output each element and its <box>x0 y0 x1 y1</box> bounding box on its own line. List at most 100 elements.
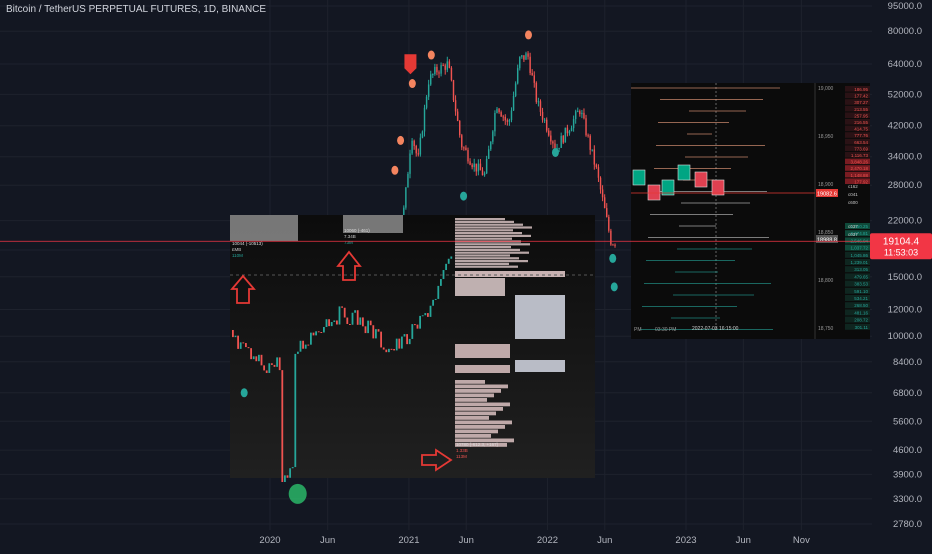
dom-bid-cell <box>845 237 870 244</box>
candle-body <box>419 137 422 155</box>
volume-profile-bar <box>455 443 507 447</box>
dom-bid-cell <box>845 273 870 280</box>
inset-candle <box>320 332 323 334</box>
candle-body <box>479 163 482 171</box>
inset-candle <box>307 344 310 346</box>
inset-y-tick: 18,800 <box>818 278 834 284</box>
inset-candle <box>362 317 364 327</box>
inset-candle <box>421 315 424 317</box>
inset-candle <box>419 315 421 329</box>
candle-body <box>543 119 546 121</box>
dom-ask-value: 216.55 <box>854 120 868 125</box>
dom-ask-cell <box>845 132 870 138</box>
inset-candle <box>315 331 317 336</box>
dom-ask-cell <box>845 138 870 145</box>
volume-profile-bar <box>455 425 505 429</box>
inset-candle <box>677 164 691 181</box>
inset-right-bg <box>631 83 870 339</box>
y-tick-label: 22000.0 <box>888 216 922 227</box>
x-tick-label: 2020 <box>259 535 280 546</box>
candle-body <box>599 177 602 190</box>
volume-profile-bar <box>455 389 501 393</box>
inset-candle <box>260 354 263 366</box>
sell-signal-marker <box>408 79 416 89</box>
dom-side-label: ᴄ037 <box>848 224 858 229</box>
candle-body <box>442 65 444 67</box>
candle-body <box>421 131 424 138</box>
volume-profile-bar <box>455 234 531 237</box>
dom-bid-cell <box>845 266 870 273</box>
dom-bid-cell <box>845 287 870 294</box>
dom-bid-cell <box>845 295 870 301</box>
dom-bid-cell <box>845 230 870 237</box>
candle-body <box>444 65 446 70</box>
inset-candle <box>341 306 343 308</box>
inset-candle <box>346 317 349 324</box>
dom-ask-cell <box>845 105 870 112</box>
volume-profile-bar <box>455 257 519 260</box>
dom-ask-value: 1,148.88 <box>850 173 868 178</box>
candle-body <box>550 135 552 142</box>
candle-body <box>506 120 509 122</box>
inset-candle <box>367 320 369 334</box>
x-tick-label: Jun <box>736 535 751 546</box>
inset-price-marker-low: 18988.8 <box>817 238 837 244</box>
inset-candle <box>661 179 675 196</box>
dom-ask-cell <box>845 99 870 105</box>
dom-side-label: ᴄ041 <box>848 192 858 197</box>
dom-bid-cell <box>845 280 870 287</box>
candle-body <box>500 112 502 117</box>
candle-body <box>562 135 564 143</box>
candle-body <box>589 135 591 150</box>
candle-body <box>574 111 577 120</box>
volume-profile-block <box>515 295 565 339</box>
volume-profile-block <box>515 360 565 372</box>
candle-body <box>593 149 596 165</box>
inset-candle <box>393 349 395 351</box>
candle-body <box>554 143 556 149</box>
candle-body <box>566 127 569 134</box>
dom-bid-value: 1,239.01 <box>850 260 868 265</box>
volume-profile-bar <box>455 262 509 265</box>
candle-body <box>545 119 548 131</box>
dom-ask-cell <box>845 92 870 99</box>
y-tick-label: 80000.0 <box>888 26 922 37</box>
bar-countdown-label: 11:53:03 <box>884 247 918 257</box>
y-tick-label: 64000.0 <box>888 59 922 70</box>
dom-bid-cell <box>845 251 870 258</box>
candle-body <box>504 116 506 121</box>
y-tick-label: 10000.0 <box>888 331 922 342</box>
y-tick-label: 2780.0 <box>893 519 922 530</box>
inset-candle <box>234 335 237 338</box>
candle-body <box>560 135 562 148</box>
volume-profile-bar <box>455 223 523 226</box>
inset-candle <box>245 343 247 348</box>
candle-body <box>492 131 494 142</box>
candle-body <box>519 56 521 69</box>
candle-body <box>456 111 459 121</box>
inset-candle <box>299 340 302 352</box>
volume-profile-bar <box>455 398 487 402</box>
inset-candle <box>284 475 286 483</box>
y-tick-label: 42000.0 <box>888 121 922 132</box>
candle-body <box>407 173 409 188</box>
volume-profile-block <box>455 271 565 277</box>
candle-body <box>601 189 604 198</box>
volume-profile-bar <box>455 384 508 389</box>
volume-profile-bar <box>455 380 485 384</box>
inset-candle <box>442 270 445 280</box>
inset-candle <box>336 320 338 325</box>
y-tick-label: 3300.0 <box>893 494 922 505</box>
inset-label: 7.34B <box>344 234 356 239</box>
dom-bid-value: 208.72 <box>854 318 868 323</box>
dom-ask-cell <box>845 112 870 118</box>
candle-body <box>477 163 480 172</box>
candle-body <box>581 112 583 115</box>
inset-candle <box>343 307 346 318</box>
candle-body <box>577 111 579 113</box>
inset-candle <box>359 317 362 325</box>
candle-body <box>448 61 451 68</box>
candle-body <box>595 164 598 168</box>
inset-candle <box>239 342 242 349</box>
